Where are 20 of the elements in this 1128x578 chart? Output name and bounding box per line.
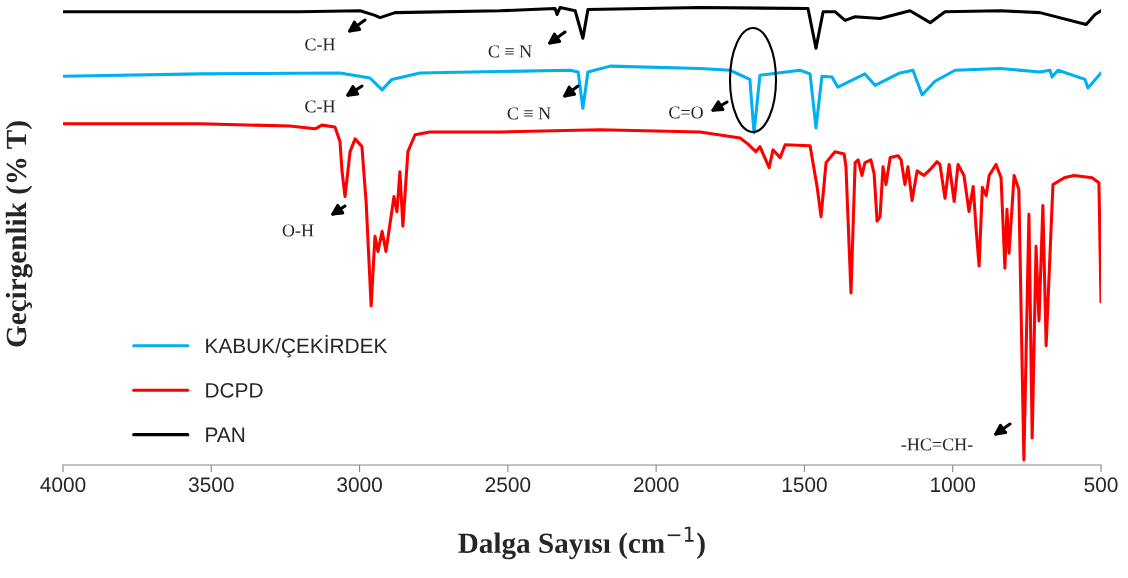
annotation: -HC=CH- [901,438,973,451]
x-tick-label: 2500 [485,477,531,493]
y-axis-title: Geçirgenlik (% T) [5,121,33,347]
x-tick-label: 2000 [634,477,679,493]
annotation: O-H [282,224,314,237]
legend-label: PAN [206,427,245,442]
x-tick-label: 4000 [40,477,86,493]
annotation: C=O [669,106,703,119]
x-axis-title: Dalga Sayısı (cm$^{−1}$) [458,526,705,560]
x-tick-label: 1000 [931,477,976,493]
x-tick-label: 500 [1084,477,1118,493]
annotation: C ≡ N [507,107,551,120]
annotation: C-H [305,38,336,51]
x-tick-label: 3500 [188,477,234,493]
x-tick-label: 3000 [337,477,382,493]
annotation: C-H [305,100,336,113]
annotation: C ≡ N [488,45,532,58]
legend-label: DCPD [206,382,263,398]
legend-label: KABUK/ÇEKİRDEK [206,334,388,358]
x-tick-label: 1500 [782,477,827,493]
